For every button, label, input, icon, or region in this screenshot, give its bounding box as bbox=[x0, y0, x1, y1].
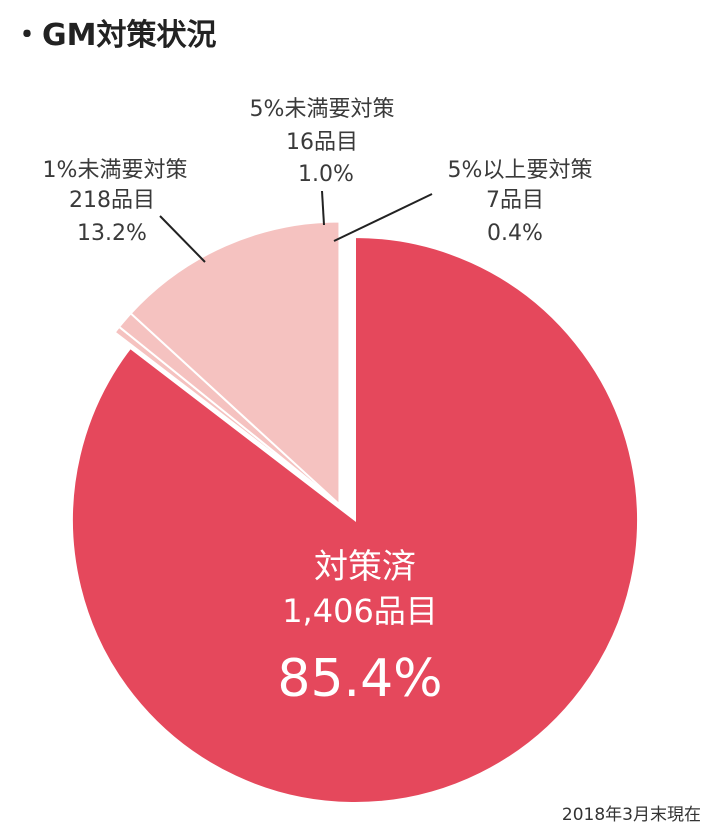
leader-lines bbox=[159, 190, 433, 263]
slice-done bbox=[71, 235, 639, 804]
leader-under5 bbox=[321, 190, 325, 226]
label-over5-name: 5%以上要対策 bbox=[448, 158, 593, 183]
slice-under1 bbox=[129, 220, 341, 507]
label-under1-name: 1%未満要対策 bbox=[43, 158, 188, 183]
slice-labels: 対策済 1,406品目 85.4% 1%未満要対策 218品目 13.2% 5%未満要対策 1… bbox=[43, 97, 593, 709]
label-under5-percent: 1.0% bbox=[298, 162, 354, 187]
date-note: 2018年3月末現在 bbox=[561, 805, 701, 825]
leader-under1 bbox=[159, 215, 206, 263]
label-over5-count: 7品目 bbox=[486, 188, 544, 213]
pie-slices bbox=[71, 220, 639, 804]
label-under5-count: 16品目 bbox=[286, 130, 358, 155]
chart-title: ・GM対策状況 bbox=[12, 18, 217, 53]
label-done-count: 1,406品目 bbox=[282, 592, 438, 630]
label-under5-name: 5%未満要対策 bbox=[250, 97, 395, 122]
label-under1-count: 218品目 bbox=[69, 188, 155, 213]
label-over5-percent: 0.4% bbox=[487, 221, 543, 246]
leader-over5 bbox=[333, 193, 433, 242]
label-under1-percent: 13.2% bbox=[77, 221, 147, 246]
label-done-name: 対策済 bbox=[314, 547, 416, 587]
label-done-percent: 85.4% bbox=[277, 649, 442, 709]
